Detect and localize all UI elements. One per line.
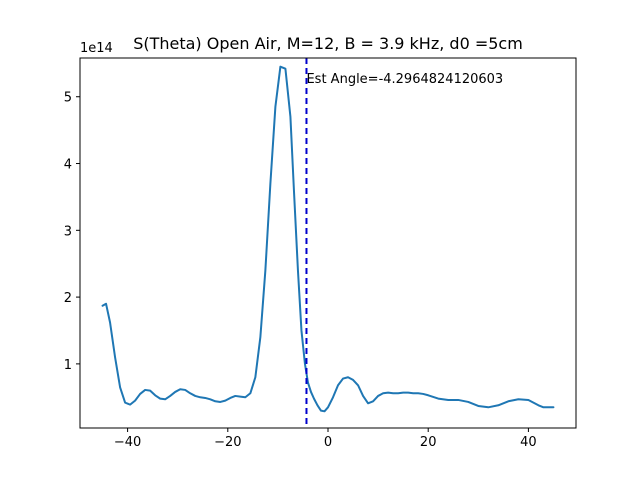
plot-frame	[79, 57, 577, 429]
plot-area: −40 −20 0 20 40 1 2 3 4 5 Est Angle=-4.29648241206…	[64, 58, 555, 450]
y-tick-label: 5	[64, 91, 72, 106]
estimate-annotation: Est Angle=-4.2964824120603	[306, 72, 503, 87]
x-tick-label: 20	[420, 435, 437, 450]
x-tick-label: 40	[520, 435, 537, 450]
x-tick-label: −20	[214, 435, 241, 450]
y-tick-label: 1	[64, 358, 72, 373]
y-tick-label: 4	[64, 158, 72, 173]
x-tick-label: 0	[324, 435, 332, 450]
chart-title: S(Theta) Open Air, M=12, B = 3.9 kHz, d0…	[133, 34, 523, 53]
y-tick-label: 2	[64, 291, 72, 306]
x-tick-label: −40	[114, 435, 141, 450]
series-line	[101, 65, 555, 413]
y-tick-label: 3	[64, 224, 72, 239]
y-offset-label: 1e14	[80, 41, 113, 56]
